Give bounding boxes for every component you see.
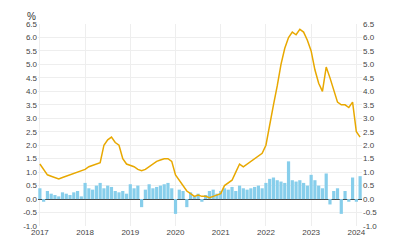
svg-text:0.5: 0.5 (363, 181, 375, 190)
svg-text:0.0: 0.0 (26, 195, 38, 204)
svg-text:2019: 2019 (121, 228, 139, 237)
svg-text:4.0: 4.0 (363, 87, 375, 96)
svg-text:2.5: 2.5 (363, 128, 375, 137)
svg-text:3.0: 3.0 (26, 114, 38, 123)
svg-text:6.5: 6.5 (363, 20, 375, 29)
svg-text:4.5: 4.5 (26, 74, 38, 83)
svg-text:-1.0: -1.0 (363, 222, 377, 231)
svg-text:6.0: 6.0 (26, 33, 38, 42)
svg-text:5.5: 5.5 (363, 47, 375, 56)
svg-text:3.0: 3.0 (363, 114, 375, 123)
svg-text:2023: 2023 (302, 228, 320, 237)
svg-text:1.5: 1.5 (363, 154, 375, 163)
svg-text:2.5: 2.5 (26, 128, 38, 137)
svg-text:2021: 2021 (212, 228, 230, 237)
svg-text:4.5: 4.5 (363, 74, 375, 83)
svg-text:0.0: 0.0 (363, 195, 375, 204)
svg-text:2.0: 2.0 (26, 141, 38, 150)
svg-text:-0.5: -0.5 (363, 208, 377, 217)
svg-text:1.0: 1.0 (363, 168, 375, 177)
svg-text:3.5: 3.5 (26, 101, 38, 110)
svg-text:-0.5: -0.5 (23, 208, 37, 217)
svg-text:5.0: 5.0 (363, 60, 375, 69)
svg-text:%: % (27, 11, 36, 22)
svg-text:2018: 2018 (76, 228, 94, 237)
svg-text:-1.0: -1.0 (23, 222, 37, 231)
svg-text:6.5: 6.5 (26, 20, 38, 29)
svg-text:2.0: 2.0 (363, 141, 375, 150)
svg-text:2017: 2017 (31, 228, 49, 237)
svg-text:1.5: 1.5 (26, 154, 38, 163)
svg-text:2020: 2020 (167, 228, 185, 237)
svg-text:4.0: 4.0 (26, 87, 38, 96)
svg-text:2022: 2022 (257, 228, 275, 237)
svg-text:0.5: 0.5 (26, 181, 38, 190)
svg-text:3.5: 3.5 (363, 101, 375, 110)
svg-text:6.0: 6.0 (363, 33, 375, 42)
svg-text:5.5: 5.5 (26, 47, 38, 56)
svg-text:1.0: 1.0 (26, 168, 38, 177)
svg-text:2024: 2024 (347, 228, 365, 237)
svg-text:5.0: 5.0 (26, 60, 38, 69)
